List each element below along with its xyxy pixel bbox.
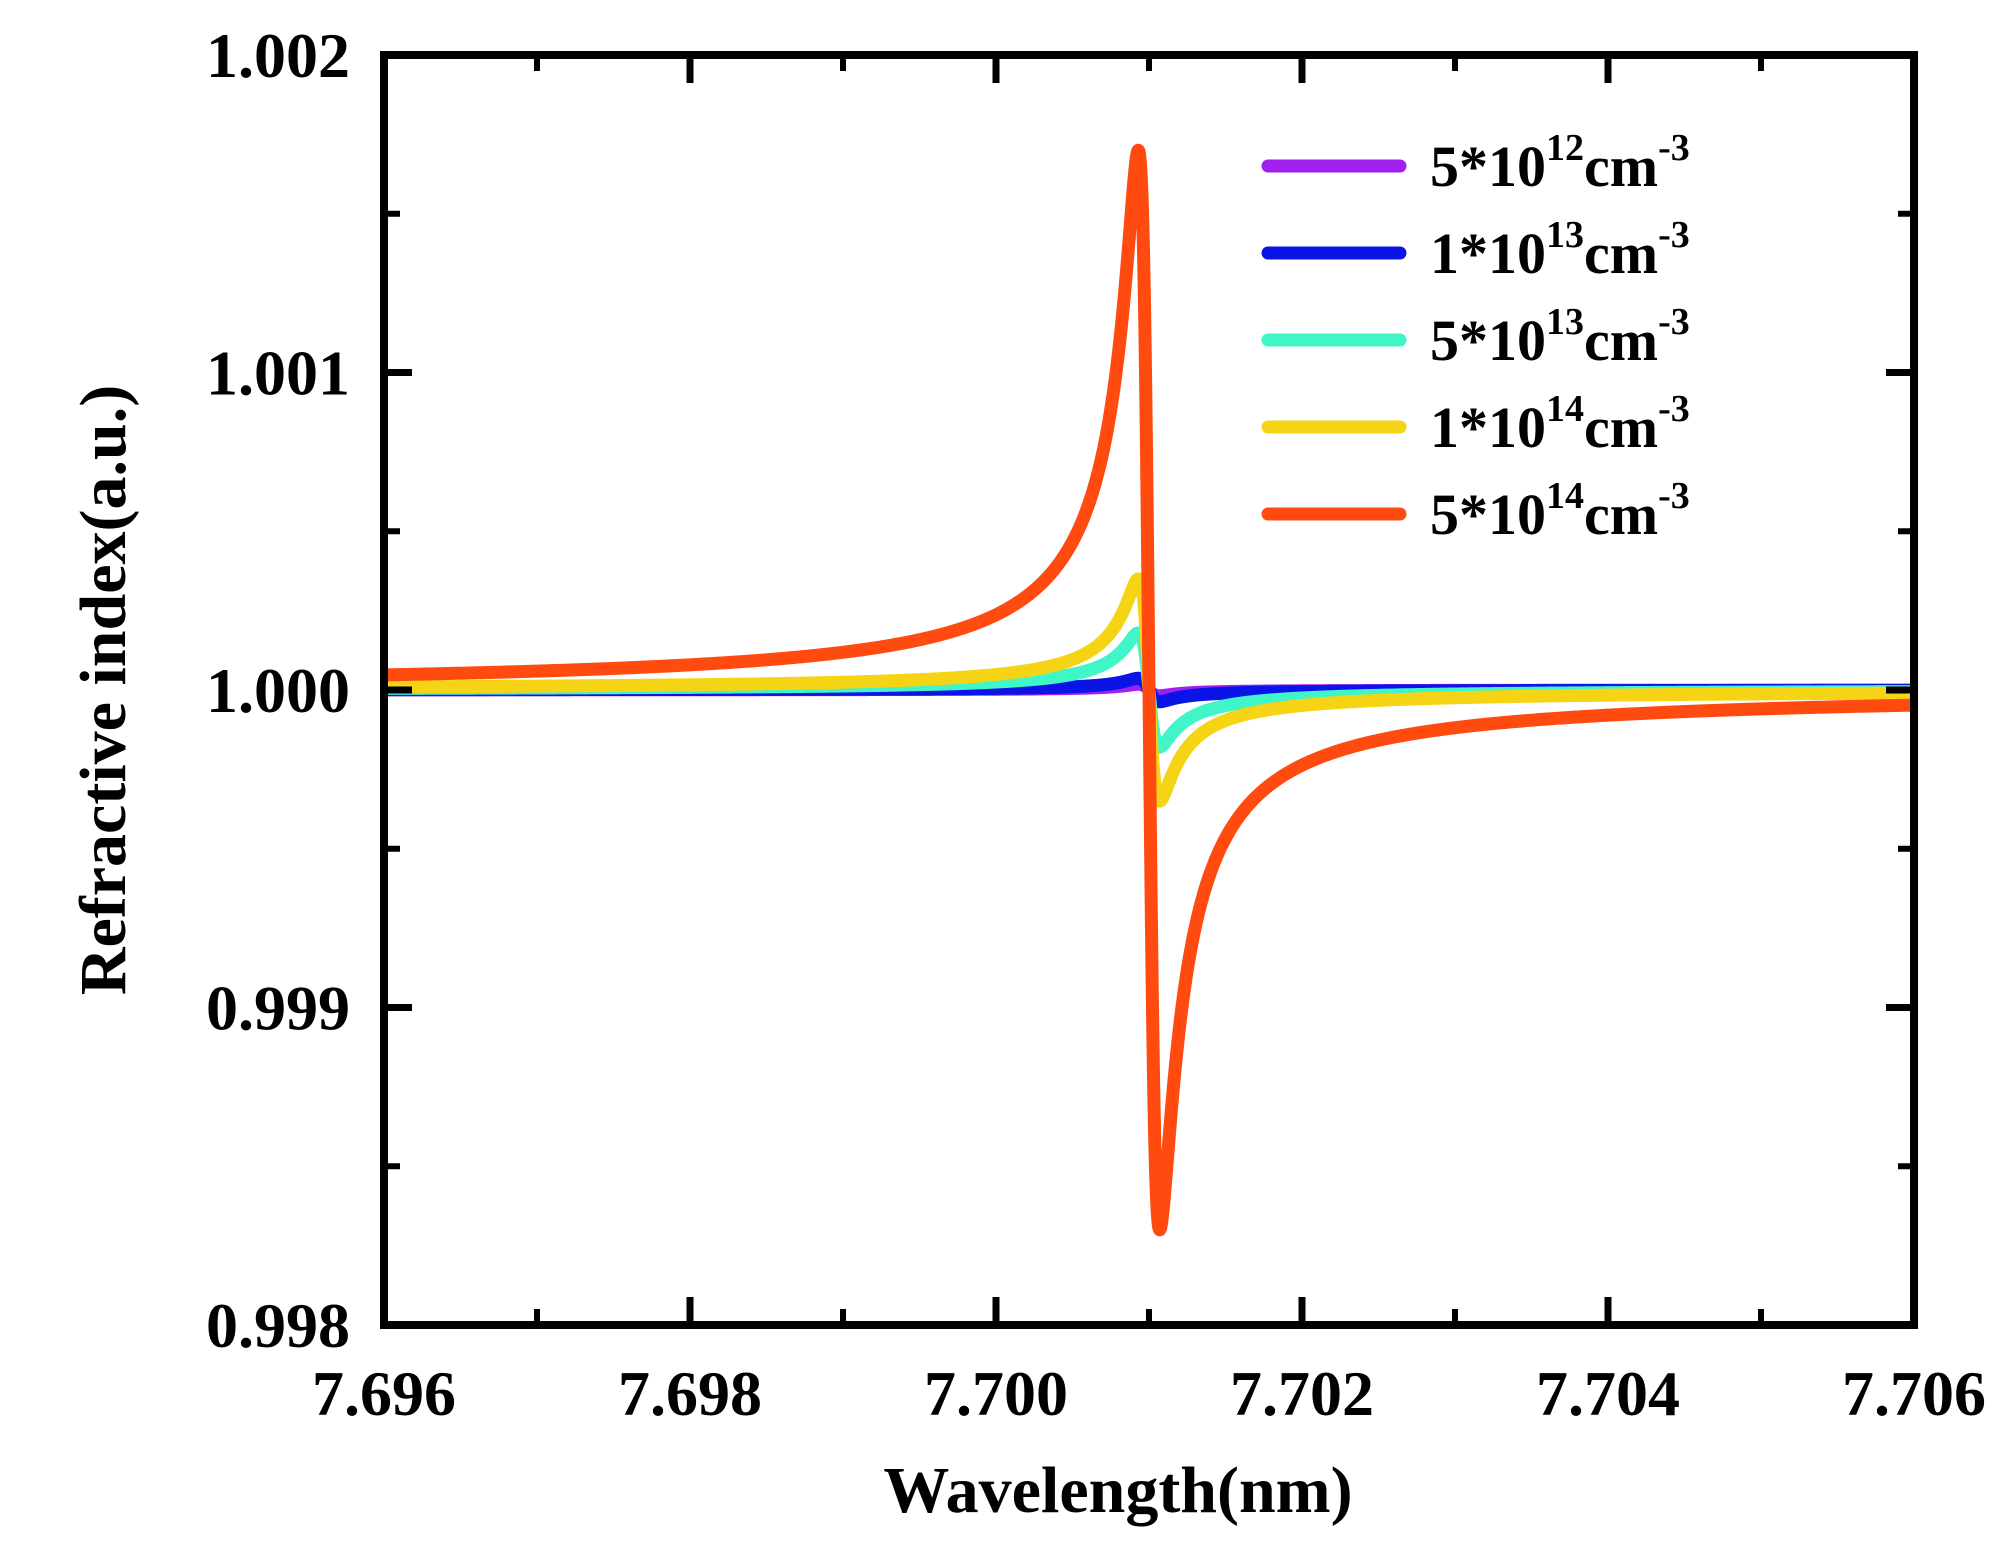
y-tick-label: 1.001 [206,338,350,409]
x-tick-label: 7.698 [618,1358,762,1429]
tick-labels-layer: 7.696 7.698 7.700 7.702 7.704 7.706 0.998 0.999… [206,20,1986,1429]
y-tick-label: 0.999 [206,973,350,1044]
legend-label-2: 1*1013cm-3 [1430,214,1690,286]
x-tick-label: 7.700 [924,1358,1068,1429]
legend-label-1: 5*1012cm-3 [1430,127,1690,199]
y-tick-label: 1.002 [206,20,350,91]
legend-label-5: 5*1014cm-3 [1430,475,1690,547]
ticks-layer [380,51,1918,1329]
x-axis-title: Wavelength(nm) [883,1454,1352,1527]
x-tick-label: 7.702 [1230,1358,1374,1429]
legend: 5*1012cm-3 1*1013cm-3 5*1013cm-3 1*1014cm-3… [1261,127,1690,547]
series-line-5 [384,143,1914,1237]
x-tick-label: 7.704 [1536,1358,1680,1429]
x-tick-label: 7.706 [1842,1358,1986,1429]
y-tick-label: 0.998 [206,1290,350,1361]
x-tick-label: 7.696 [312,1358,456,1429]
y-tick-label: 1.000 [206,655,350,726]
y-axis-title: Refractive index(a.u.) [67,385,140,995]
legend-label-4: 1*1014cm-3 [1430,388,1690,460]
series-layer [384,143,1914,1237]
legend-label-3: 5*1013cm-3 [1430,301,1690,373]
